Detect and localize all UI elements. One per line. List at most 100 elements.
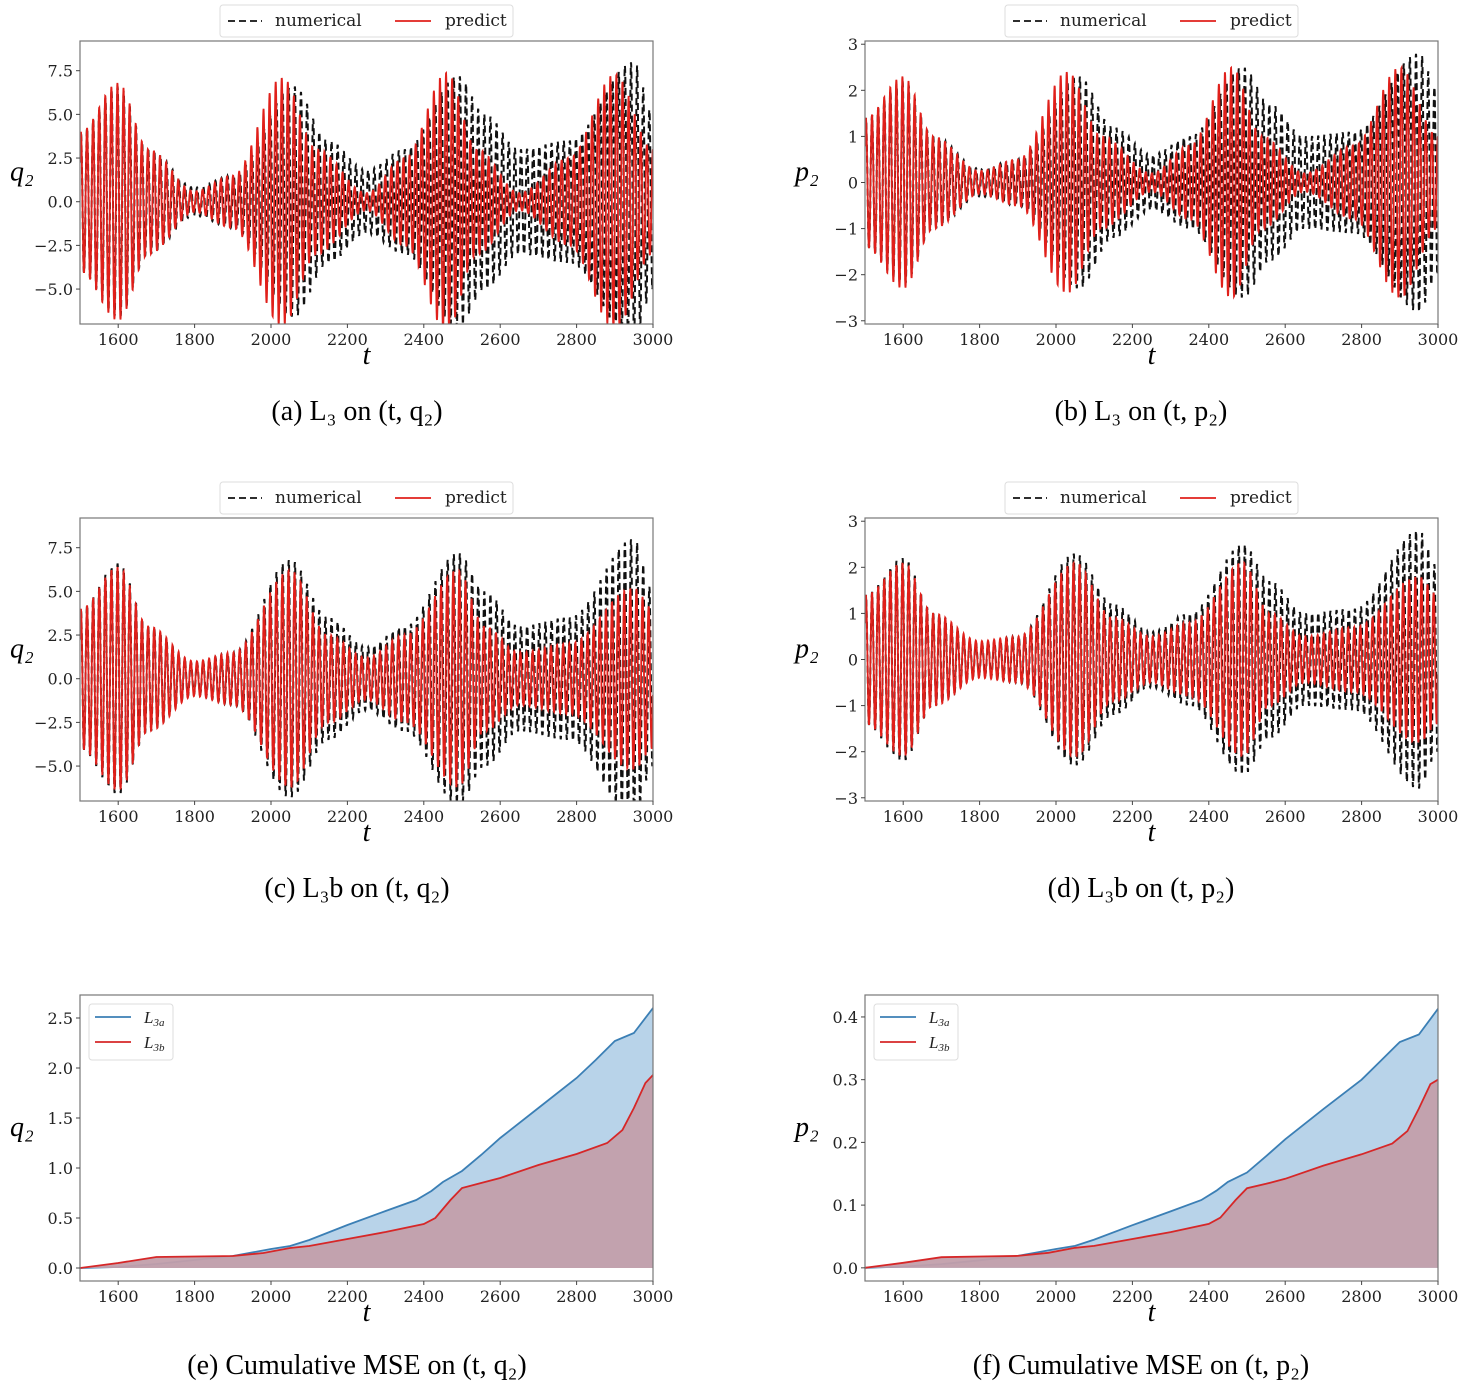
y-tick-label: 3 [848,512,858,531]
x-tick-label: 2600 [1265,1287,1306,1306]
x-tick-label: 2800 [1341,1287,1382,1306]
legend: numerical predict [219,4,514,38]
y-tick-label: 3 [848,35,858,54]
plot-area [865,53,1438,312]
legend-numerical-label: numerical [1060,11,1147,31]
x-tick-label: 2400 [403,1287,444,1306]
y-axis-label: p₂ [793,157,819,188]
x-tick-label: 2400 [403,330,444,349]
legend-L3b-subscript: 3b [937,1042,950,1054]
panel-caption: (b) L₃ on (t, p₂) [1055,396,1228,427]
y-tick-label: 0.0 [48,670,73,689]
y-tick-label: 7.5 [48,62,73,81]
legend-frame [219,481,514,515]
legend-L3a-subscript: 3a [152,1017,165,1029]
series-numerical-line [80,62,653,324]
x-tick-label: 1600 [883,330,924,349]
y-tick-label: −2.5 [34,236,73,255]
series-L3b-line [865,1078,1438,1269]
panel-caption: (a) L₃ on (t, q₂) [271,396,442,427]
x-tick-label: 2600 [1265,330,1306,349]
x-tick-label: 3000 [1418,1287,1459,1306]
x-tick-label: 1600 [98,807,139,826]
x-axis-label: t [1148,1297,1157,1328]
x-tick-label: 2800 [1341,807,1382,826]
panel-b: numerical predict 1600 1800 2000 2200 2400 2600… [793,4,1458,427]
x-tick-label: 2600 [480,1287,521,1306]
x-tick-label: 2200 [327,1287,368,1306]
y-tick-label: −5.0 [34,757,73,776]
x-tick-label: 2200 [1112,807,1153,826]
x-tick-label: 2800 [556,330,597,349]
x-tick-label: 2600 [480,807,521,826]
panel-c: numerical predict 1600 1800 2000 2200 2400 2600… [10,481,673,904]
x-tick-label: 2200 [1112,330,1153,349]
y-tick-label: 5.0 [48,105,73,124]
x-tick-label: 2800 [556,807,597,826]
y-tick-label: 5.0 [48,582,73,601]
x-tick-label: 2000 [251,807,292,826]
x-tick-label: 2200 [327,807,368,826]
y-axis-label: q₂ [10,634,34,665]
x-tick-label: 2000 [1036,1287,1077,1306]
y-axis-label: p₂ [793,1112,819,1143]
series-predict-line [80,566,653,790]
y-tick-label: −1 [834,220,858,239]
x-axis-label: t [1148,340,1157,371]
legend-numerical-label: numerical [275,488,362,508]
panel-caption: (f) Cumulative MSE on (t, p₂) [973,1350,1309,1381]
y-tick-label: 0.0 [833,1259,858,1278]
y-tick-label: −2.5 [34,713,73,732]
x-tick-label: 2000 [1036,330,1077,349]
legend-L3a-subscript: 3a [937,1017,950,1029]
x-axis-label: t [1148,817,1157,848]
legend-frame [219,4,514,38]
x-tick-label: 2200 [1112,1287,1153,1306]
y-tick-label: 0 [848,174,858,193]
axes-frame [79,40,654,325]
x-tick-label: 2800 [556,1287,597,1306]
y-axis-label: q₂ [10,1112,34,1143]
series-L3b-area [865,1079,1438,1268]
x-tick-label: 2400 [1188,1287,1229,1306]
legend: numerical predict [1004,4,1299,38]
y-tick-label: 7.5 [48,539,73,558]
legend-numerical-label: numerical [1060,488,1147,508]
x-tick-label: 1800 [959,330,1000,349]
legend-frame [88,1003,174,1061]
y-tick-label: 2.5 [48,1009,73,1028]
x-tick-label: 1800 [174,1287,215,1306]
x-tick-label: 3000 [633,330,674,349]
y-tick-label: −5.0 [34,280,73,299]
series-predict-line [865,560,1438,759]
y-tick-label: 2.5 [48,626,73,645]
y-tick-label: 0.1 [833,1196,858,1215]
y-tick-label: 0.4 [833,1008,858,1027]
y-tick-label: 0.2 [833,1133,858,1152]
x-tick-label: 1600 [883,807,924,826]
x-tick-label: 1800 [174,330,215,349]
y-tick-label: −3 [834,312,858,331]
x-axis-label: t [363,340,372,371]
x-tick-label: 2000 [1036,807,1077,826]
x-tick-label: 2800 [1341,330,1382,349]
axes-frame [79,517,654,802]
axes-frame [79,994,654,1282]
plot-area [865,1008,1438,1269]
panel-caption: (c) L₃b on (t, q₂) [264,873,449,904]
x-axis-label: t [363,817,372,848]
legend-frame [1004,4,1299,38]
legend-predict-label: predict [1230,488,1292,508]
x-tick-label: 3000 [633,1287,674,1306]
y-axis-label: p₂ [793,634,819,665]
x-tick-label: 1800 [959,1287,1000,1306]
y-tick-label: −2 [834,266,858,285]
series-predict-line [80,71,653,324]
series-L3b-area [80,1075,653,1268]
legend-predict-label: predict [445,11,507,31]
